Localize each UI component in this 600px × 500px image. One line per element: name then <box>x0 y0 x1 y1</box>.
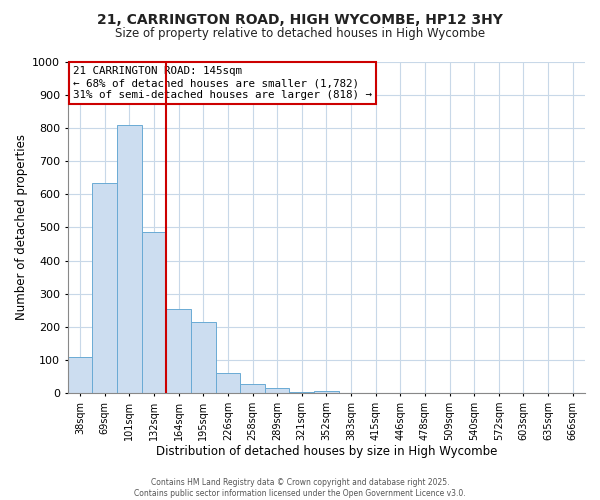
Bar <box>265 388 289 393</box>
Bar <box>314 390 339 393</box>
Bar <box>117 124 142 393</box>
Bar <box>240 384 265 393</box>
Bar <box>215 374 240 393</box>
Bar <box>289 392 314 393</box>
Text: 21, CARRINGTON ROAD, HIGH WYCOMBE, HP12 3HY: 21, CARRINGTON ROAD, HIGH WYCOMBE, HP12 … <box>97 12 503 26</box>
Text: Contains HM Land Registry data © Crown copyright and database right 2025.
Contai: Contains HM Land Registry data © Crown c… <box>134 478 466 498</box>
Bar <box>142 232 166 393</box>
Bar <box>191 322 215 393</box>
Text: Size of property relative to detached houses in High Wycombe: Size of property relative to detached ho… <box>115 28 485 40</box>
Bar <box>68 356 92 393</box>
X-axis label: Distribution of detached houses by size in High Wycombe: Distribution of detached houses by size … <box>156 444 497 458</box>
Text: 21 CARRINGTON ROAD: 145sqm
← 68% of detached houses are smaller (1,782)
31% of s: 21 CARRINGTON ROAD: 145sqm ← 68% of deta… <box>73 66 372 100</box>
Bar <box>92 182 117 393</box>
Bar <box>166 308 191 393</box>
Y-axis label: Number of detached properties: Number of detached properties <box>15 134 28 320</box>
